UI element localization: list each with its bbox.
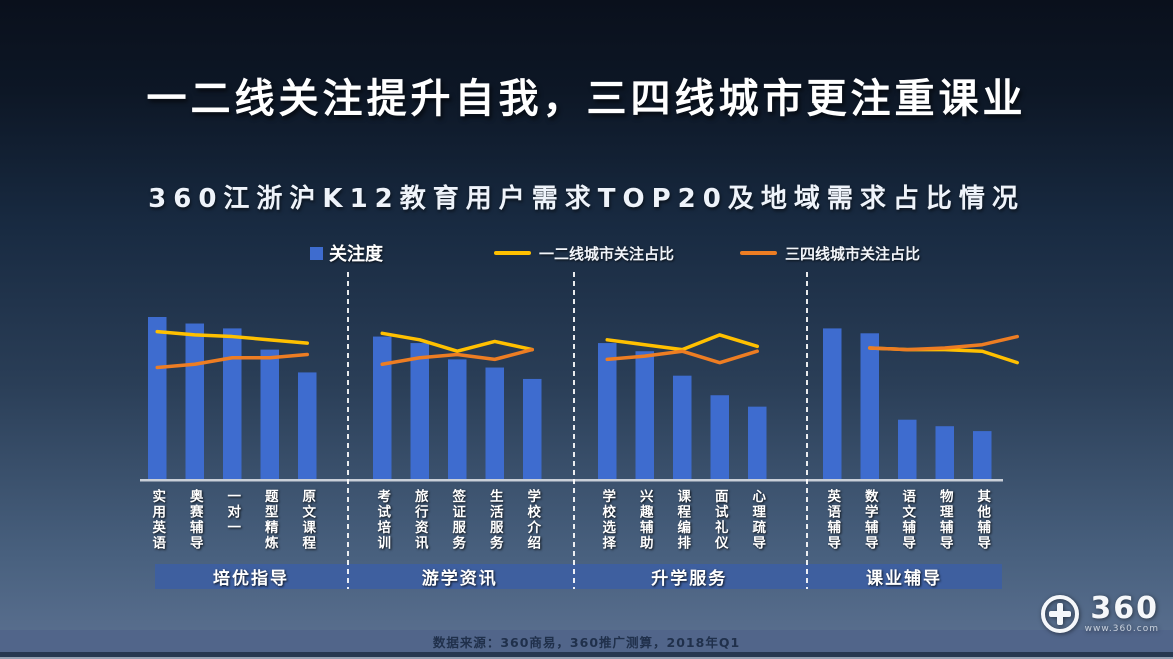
group-ribbon-label: 升学服务 — [651, 569, 728, 589]
bar-英语辅导 — [823, 328, 842, 480]
legend-item-tier34: 三四线城市关注占比 — [740, 240, 920, 266]
bar-数学辅导 — [860, 333, 879, 480]
category-label-奥赛辅导: 奥赛辅导 — [186, 489, 203, 551]
bar-实用英语 — [148, 317, 167, 480]
legend-item-tier12: 一二线城市关注占比 — [494, 240, 674, 266]
group-ribbon-升学服务: 升学服务 — [572, 564, 806, 589]
360-plus-circle-icon — [1040, 595, 1079, 633]
legend-square-swatch — [310, 246, 323, 260]
bar-学校介绍 — [523, 378, 542, 480]
category-label-生活服务: 生活服务 — [486, 489, 503, 551]
legend-label: 三四线城市关注占比 — [785, 244, 921, 263]
bar-题型精炼 — [260, 349, 279, 480]
dashed-separator-3 — [806, 272, 808, 589]
category-label-一对一: 一对一 — [224, 489, 241, 536]
line-tier34-group-4 — [868, 334, 1019, 352]
bar-一对一 — [223, 328, 242, 480]
category-label-语文辅导: 语文辅导 — [899, 489, 916, 551]
bar-语文辅导 — [898, 419, 917, 480]
chart-legend: 关注度 一二线城市关注占比 三四线城市关注占比 — [0, 240, 1173, 266]
legend-label: 关注度 — [329, 244, 383, 265]
category-label-题型精炼: 题型精炼 — [261, 489, 278, 551]
group-ribbon-课业辅导: 课业辅导 — [806, 564, 1002, 589]
legend-line-swatch-tier12 — [494, 251, 531, 255]
bar-生活服务 — [485, 367, 504, 480]
line-tier34-group-2 — [380, 347, 534, 367]
data-source-text: 数据来源：360商易，360推广测算，2018年Q1 — [432, 634, 741, 650]
logo-url-text: www.360.com — [1084, 624, 1159, 634]
category-label-旅行资讯: 旅行资讯 — [411, 489, 428, 551]
category-label-学校选择: 学校选择 — [599, 489, 616, 551]
category-label-其他辅导: 其他辅导 — [974, 489, 991, 551]
legend-label: 一二线城市关注占比 — [539, 244, 675, 263]
bar-课程编排 — [673, 375, 692, 480]
bar-物理辅导 — [935, 426, 954, 480]
category-label-实用英语: 实用英语 — [149, 489, 166, 551]
bottom-strip — [0, 652, 1173, 657]
bar-兴趣辅助 — [635, 351, 654, 480]
x-axis-line — [140, 479, 1003, 482]
bar-学校选择 — [598, 343, 617, 480]
legend-line-swatch-tier34 — [740, 251, 777, 255]
category-label-考试培训: 考试培训 — [374, 489, 391, 551]
category-label-英语辅导: 英语辅导 — [824, 489, 841, 551]
category-label-原文课程: 原文课程 — [299, 489, 316, 551]
line-tier12-group-2 — [380, 331, 534, 353]
bottom-edge-line — [0, 657, 1173, 659]
line-tier12-group-1 — [155, 329, 309, 345]
bar-原文课程 — [298, 372, 317, 480]
category-label-兴趣辅助: 兴趣辅助 — [636, 489, 653, 551]
group-ribbon-label: 游学资讯 — [421, 569, 498, 589]
slide-title: 一二线关注提升自我，三四线城市更注重课业 — [146, 76, 1027, 122]
logo-brand-text: 360 — [1090, 591, 1159, 626]
bar-旅行资讯 — [410, 343, 429, 480]
category-label-面试礼仪: 面试礼仪 — [711, 489, 728, 551]
category-label-数学辅导: 数学辅导 — [861, 489, 878, 551]
bar-签证服务 — [448, 359, 467, 480]
360-logo: 360 www.360.com — [1040, 591, 1159, 634]
line-tier12-group-3 — [605, 333, 759, 352]
dashed-separator-2 — [572, 272, 575, 589]
chart-title: 360江浙沪K12教育用户需求TOP20及地域需求占比情况 — [148, 184, 1025, 214]
group-ribbon-培优指导: 培优指导 — [155, 564, 347, 589]
line-tier34-group-3 — [605, 349, 759, 365]
category-label-物理辅导: 物理辅导 — [936, 489, 953, 551]
dashed-separator-1 — [347, 272, 349, 589]
category-label-心理疏导: 心理疏导 — [749, 489, 766, 551]
bar-其他辅导 — [973, 431, 992, 480]
bar-奥赛辅导 — [185, 323, 204, 480]
group-ribbon-label: 培优指导 — [213, 569, 289, 589]
group-ribbon-label: 课业辅导 — [866, 569, 942, 589]
category-label-签证服务: 签证服务 — [449, 489, 466, 551]
category-label-学校介绍: 学校介绍 — [524, 489, 541, 551]
bar-面试礼仪 — [710, 395, 729, 480]
footer-source-band: 数据来源：360商易，360推广测算，2018年Q1 — [0, 630, 1173, 652]
bar-心理疏导 — [748, 406, 767, 480]
legend-item-attention: 关注度 — [310, 240, 383, 266]
group-ribbon-游学资讯: 游学资讯 — [347, 564, 573, 589]
line-tier34-group-1 — [155, 352, 309, 370]
category-label-课程编排: 课程编排 — [674, 489, 691, 551]
bar-考试培训 — [373, 336, 392, 480]
